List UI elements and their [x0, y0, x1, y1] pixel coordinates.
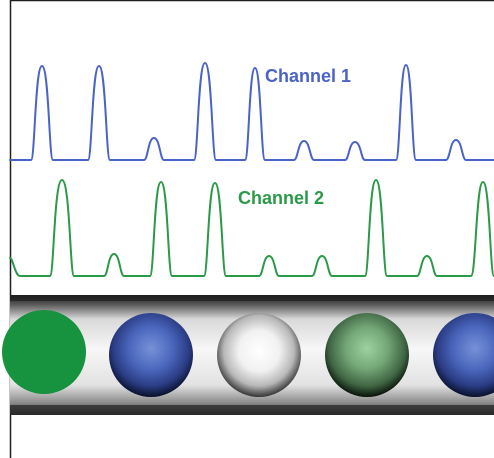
green-gradient-particle: [325, 313, 409, 397]
white-particle: [217, 313, 301, 397]
channel-2-trace: [9, 179, 494, 277]
channel-1-trace: [9, 62, 494, 161]
blue-particle: [109, 313, 193, 397]
channel-1-label: Channel 1: [265, 66, 351, 86]
tube-shadow-bottom: [10, 405, 494, 415]
blue-particle: [433, 313, 494, 397]
channel-2-label: Channel 2: [238, 188, 324, 208]
particle-row: [2, 310, 494, 397]
green-particle: [2, 310, 86, 394]
tube-shadow-top: [10, 295, 494, 301]
